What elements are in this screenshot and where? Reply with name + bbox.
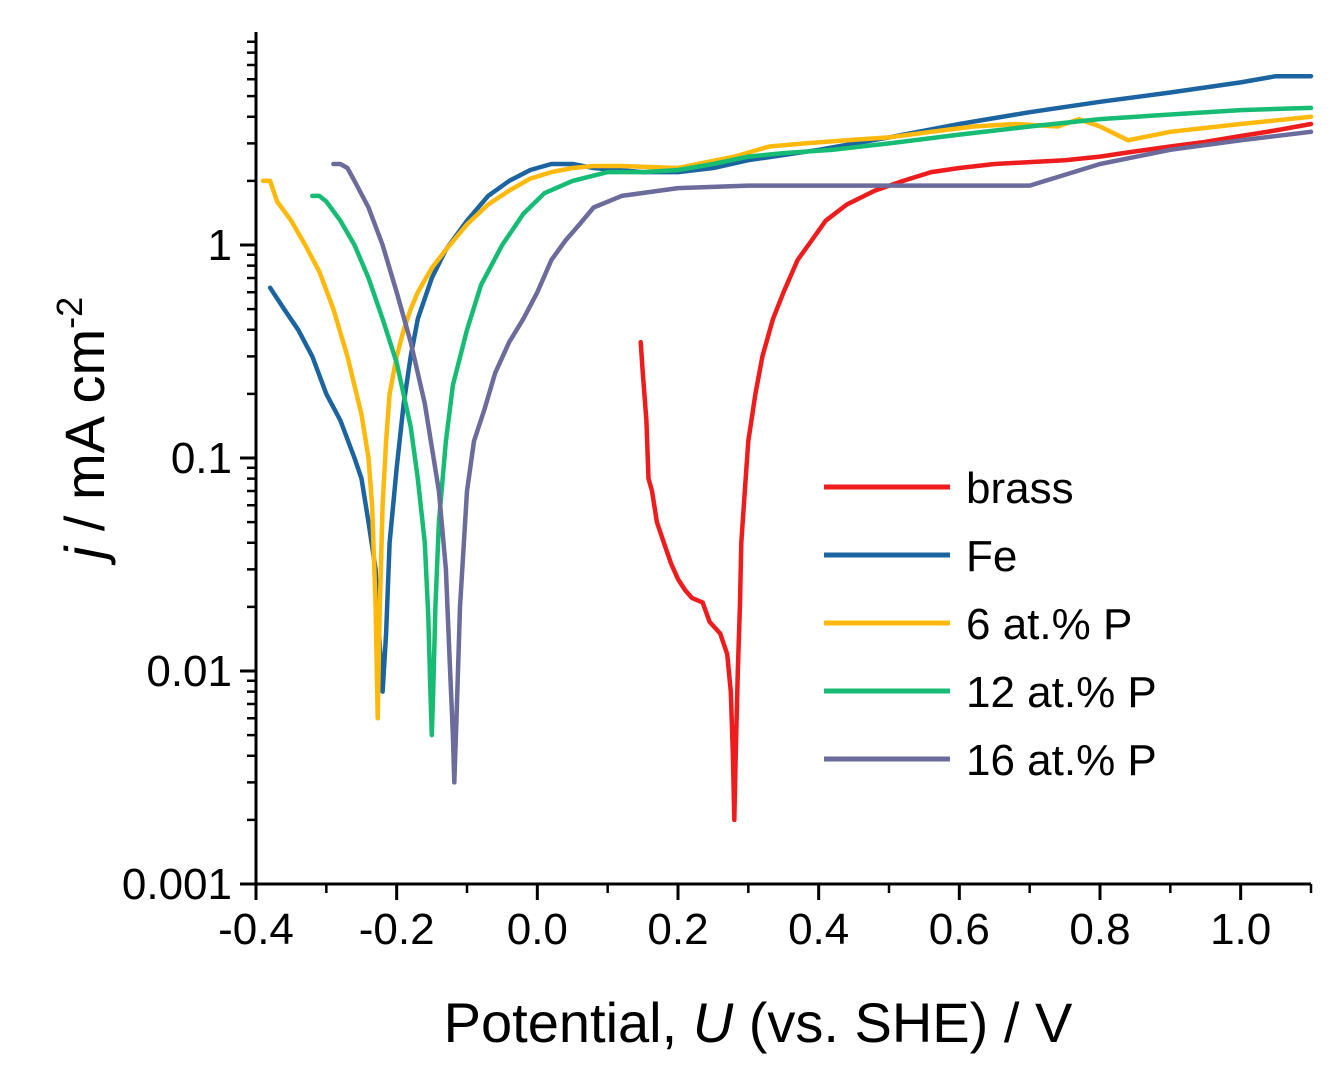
y-tick-label: 0.01 bbox=[146, 647, 232, 696]
x-tick-label: -0.4 bbox=[218, 905, 294, 954]
y-tick-label: 1 bbox=[208, 221, 232, 270]
x-tick-label: -0.2 bbox=[359, 905, 435, 954]
legend-label-1: Fe bbox=[966, 532, 1017, 581]
x-tick-label: 0.4 bbox=[788, 905, 849, 954]
y-tick-label: 0.001 bbox=[122, 860, 232, 909]
y-axis-title-sup: -2 bbox=[49, 297, 90, 329]
legend-label-2: 6 at.% P bbox=[966, 600, 1132, 649]
x-tick-label: 0.8 bbox=[1069, 905, 1130, 954]
legend-label-0: brass bbox=[966, 464, 1074, 513]
y-axis-title-post: / mA cm bbox=[53, 329, 116, 547]
x-tick-label: 0.0 bbox=[507, 905, 568, 954]
legend-label-4: 16 at.% P bbox=[966, 736, 1157, 785]
x-axis-title-pre: Potential, bbox=[444, 991, 693, 1054]
legend-label-3: 12 at.% P bbox=[966, 668, 1157, 717]
series-line-2 bbox=[260, 114, 1314, 721]
x-axis-title-post: (vs. SHE) / V bbox=[733, 991, 1073, 1054]
x-axis-title-italic: U bbox=[693, 991, 734, 1054]
tick-labels: -0.4 -0.2 0.0 0.2 0.4 0.6 0.8 1.0 0.001 0.01 0.1 1 bbox=[122, 221, 1271, 954]
legend: brass Fe 6 at.% P 12 at.% P 16 at.% P bbox=[824, 464, 1157, 785]
y-axis-title: j / mA cm-2 bbox=[49, 297, 116, 566]
x-tick-label: 1.0 bbox=[1210, 905, 1271, 954]
x-tick-label: 0.6 bbox=[929, 905, 990, 954]
series-line-3 bbox=[310, 105, 1314, 738]
series-layer bbox=[260, 73, 1314, 823]
x-tick-label: 0.2 bbox=[647, 905, 708, 954]
y-axis-title-italic: j bbox=[53, 545, 116, 566]
x-axis-title: Potential, U (vs. SHE) / V bbox=[444, 991, 1073, 1054]
series-line-4 bbox=[331, 129, 1314, 785]
axes bbox=[240, 32, 1313, 900]
y-tick-label: 0.1 bbox=[171, 434, 232, 483]
series-line-0 bbox=[638, 121, 1314, 823]
